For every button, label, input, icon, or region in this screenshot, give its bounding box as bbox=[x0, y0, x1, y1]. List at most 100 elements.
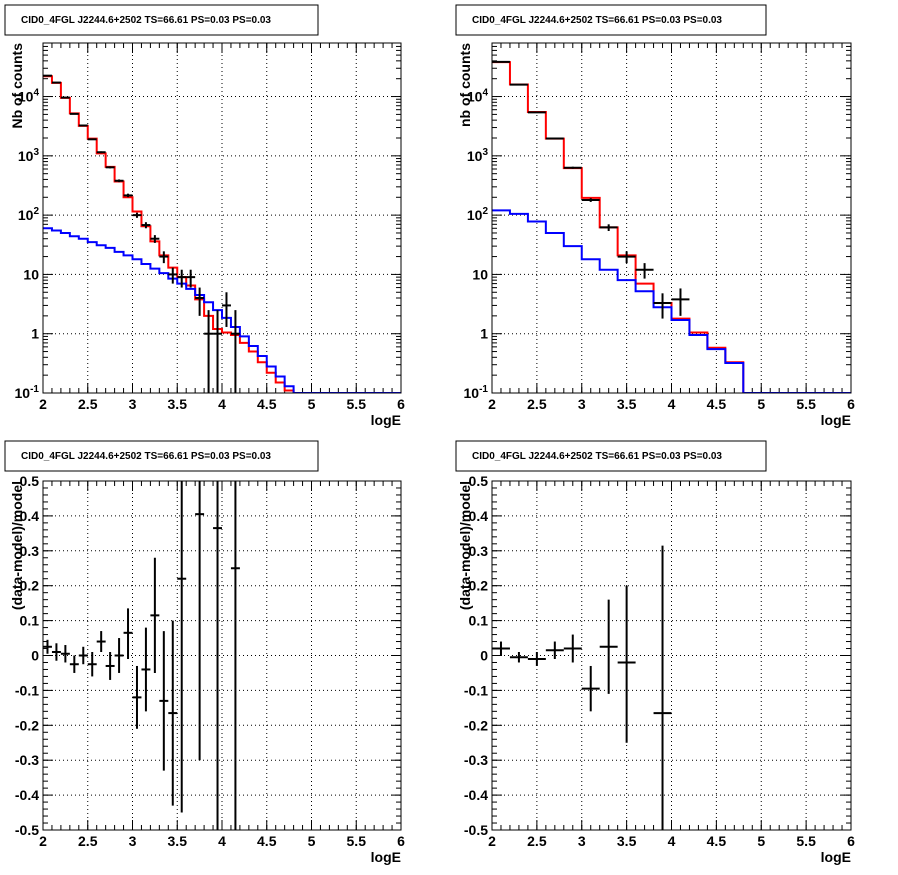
data-point bbox=[581, 198, 600, 202]
x-axis-title: logE bbox=[821, 412, 851, 428]
x-tick-label: 2 bbox=[39, 396, 47, 412]
x-tick-label: 4.5 bbox=[707, 396, 727, 412]
data-point bbox=[51, 81, 61, 84]
y-tick-label: -0.1 bbox=[15, 682, 39, 698]
title-box bbox=[455, 440, 767, 472]
title-box bbox=[4, 440, 319, 472]
x-axis-title: logE bbox=[371, 412, 401, 428]
x-tick-label: 5.5 bbox=[796, 396, 816, 412]
y-axis-title: Nb of counts bbox=[9, 43, 25, 129]
data-point bbox=[132, 212, 142, 218]
data-point bbox=[78, 646, 88, 665]
x-tick-label: 6 bbox=[847, 396, 855, 412]
y-tick-label: 102 bbox=[18, 206, 40, 223]
y-tick-label: 10 bbox=[23, 266, 39, 282]
x-tick-label: 4.5 bbox=[257, 833, 277, 849]
data-point bbox=[96, 151, 106, 154]
data-point bbox=[159, 251, 169, 264]
data-point bbox=[563, 166, 582, 169]
data-point bbox=[635, 263, 654, 279]
y-tick-label: -0.2 bbox=[464, 717, 488, 733]
data-point bbox=[213, 481, 222, 830]
data-point bbox=[527, 111, 546, 114]
data-point bbox=[141, 222, 151, 229]
data-point bbox=[222, 292, 231, 327]
data-point bbox=[563, 634, 582, 663]
y-tick-label: 0 bbox=[480, 648, 488, 664]
y-tick-label: 1 bbox=[480, 326, 488, 342]
data-point bbox=[114, 179, 124, 183]
x-tick-label: 4 bbox=[668, 833, 676, 849]
data-point bbox=[60, 96, 70, 99]
x-tick-label: 5.5 bbox=[347, 396, 367, 412]
plot-frame bbox=[42, 480, 402, 831]
y-tick-label: -0.4 bbox=[15, 787, 39, 803]
counts-panel-left: CID0_4FGL J2244.6+2502 TS=66.61 PS=0.03 … bbox=[4, 4, 405, 428]
x-tick-label: 5 bbox=[757, 396, 765, 412]
data-point bbox=[141, 627, 151, 712]
y-tick-label: -0.1 bbox=[464, 682, 488, 698]
x-tick-label: 3.5 bbox=[617, 833, 637, 849]
data-point bbox=[114, 638, 124, 673]
data-point bbox=[213, 310, 222, 393]
y-tick-label: 0.2 bbox=[20, 578, 40, 594]
data-point bbox=[599, 224, 618, 231]
data-point bbox=[177, 269, 187, 288]
data-point bbox=[492, 641, 510, 656]
y-tick-label: -0.5 bbox=[15, 822, 39, 838]
data-point bbox=[69, 655, 79, 673]
data-point bbox=[150, 235, 160, 243]
data-point bbox=[60, 645, 70, 663]
y-tick-label: 102 bbox=[467, 206, 489, 223]
x-tick-label: 6 bbox=[397, 396, 405, 412]
x-tick-label: 6 bbox=[397, 833, 405, 849]
y-tick-label: -0.4 bbox=[464, 787, 488, 803]
data-point bbox=[653, 293, 672, 319]
data-point bbox=[87, 652, 97, 677]
x-tick-label: 5 bbox=[308, 833, 316, 849]
data-point bbox=[204, 310, 214, 393]
chart-title: CID0_4FGL J2244.6+2502 TS=66.61 PS=0.03 … bbox=[21, 451, 271, 462]
data-point bbox=[43, 74, 52, 77]
data-point bbox=[105, 166, 115, 169]
x-tick-label: 4.5 bbox=[707, 833, 727, 849]
data-point bbox=[527, 652, 546, 666]
data-point bbox=[195, 481, 205, 761]
data-point bbox=[671, 288, 690, 316]
x-tick-label: 3 bbox=[129, 833, 137, 849]
x-tick-label: 2 bbox=[39, 833, 47, 849]
plot-area bbox=[492, 545, 672, 830]
y-tick-label: 104 bbox=[18, 88, 40, 105]
data-point bbox=[105, 652, 115, 680]
y-tick-label: 104 bbox=[467, 88, 489, 105]
chart-title: CID0_4FGL J2244.6+2502 TS=66.61 PS=0.03 … bbox=[472, 15, 722, 26]
y-tick-label: 10-1 bbox=[464, 384, 489, 401]
y-tick-label: 103 bbox=[467, 147, 489, 164]
data-point bbox=[168, 620, 178, 806]
x-tick-label: 2.5 bbox=[527, 396, 547, 412]
x-tick-label: 3.5 bbox=[168, 396, 188, 412]
x-tick-label: 4 bbox=[218, 396, 226, 412]
y-tick-label: 0.5 bbox=[20, 473, 40, 489]
data-point bbox=[617, 251, 636, 264]
data-point bbox=[51, 643, 61, 661]
x-tick-label: 3 bbox=[578, 833, 586, 849]
x-tick-label: 2.5 bbox=[78, 833, 98, 849]
x-tick-label: 2.5 bbox=[527, 833, 547, 849]
data-point bbox=[168, 267, 178, 284]
data-point bbox=[69, 112, 79, 115]
x-tick-label: 5 bbox=[308, 396, 316, 412]
data-point bbox=[123, 193, 133, 198]
data-point bbox=[545, 137, 564, 140]
residual-panel-right: CID0_4FGL J2244.6+2502 TS=66.61 PS=0.03 … bbox=[455, 440, 855, 865]
y-tick-label: 10 bbox=[472, 266, 488, 282]
y-tick-label: 1 bbox=[31, 326, 39, 342]
x-tick-label: 3 bbox=[129, 396, 137, 412]
y-tick-label: 0.1 bbox=[469, 613, 489, 629]
y-tick-label: 0.1 bbox=[20, 613, 40, 629]
data-point bbox=[230, 481, 240, 830]
total-model-histogram bbox=[492, 61, 851, 393]
y-tick-label: 103 bbox=[18, 147, 40, 164]
x-tick-label: 4 bbox=[668, 396, 676, 412]
